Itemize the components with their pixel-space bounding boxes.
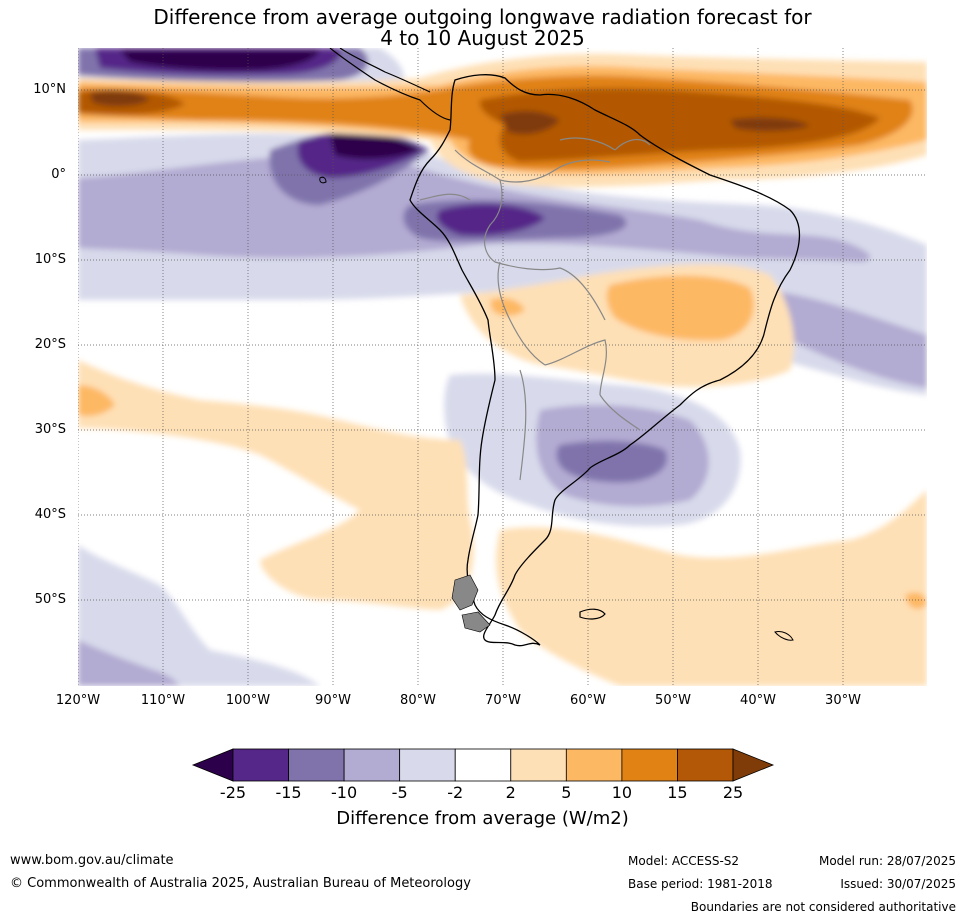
colorbar-tick-label: -15 [275, 783, 302, 802]
anomaly-region [556, 440, 667, 483]
colorbar-label: Difference from average (W/m2) [336, 808, 629, 829]
colorbar-segment [288, 748, 345, 782]
map-title-line2: 4 to 10 August 2025 [380, 26, 585, 50]
anomaly-region [905, 592, 927, 609]
lat-label-20s: 20°S [34, 337, 66, 352]
anomaly-region [479, 88, 880, 162]
footer-base-period: Base period: 1981-2018 [628, 877, 773, 891]
south-georgia [774, 631, 794, 641]
colorbar-segment [677, 748, 734, 782]
anomaly-region [78, 385, 115, 417]
footer-issued: Issued: 30/07/2025 [840, 877, 956, 891]
south-america-coastline [409, 74, 801, 647]
graticule [78, 48, 927, 686]
anomaly-field [78, 48, 927, 686]
anomaly-region [90, 90, 150, 107]
galapagos [319, 176, 327, 184]
map-title-line1: Difference from average outgoing longwav… [153, 5, 812, 29]
lon-label-80w: 80°W [400, 693, 436, 708]
colorbar-segment [621, 748, 678, 782]
colorbar-segment [565, 748, 623, 782]
footer-copyright: © Commonwealth of Australia 2025, Austra… [10, 876, 471, 891]
lat-label-10s: 10°S [34, 252, 66, 267]
colorbar-tick-label: 25 [722, 783, 744, 802]
anomaly-region [606, 275, 754, 341]
lat-label-10n: 10°N [33, 82, 66, 97]
colorbar-tick-label: -2 [447, 783, 464, 802]
anomaly-region [78, 545, 320, 686]
colorbar-segment [454, 748, 512, 782]
lat-label-40s: 40°S [34, 507, 66, 522]
footer-url[interactable]: www.bom.gov.au/climate [10, 853, 174, 868]
colorbar-segment [510, 748, 567, 782]
anomaly-region [730, 117, 810, 132]
lon-label-120w: 120°W [55, 693, 101, 708]
islands [451, 574, 491, 633]
colorbar-tick-label: 2 [505, 783, 516, 802]
lon-label-110w: 110°W [140, 693, 186, 708]
lat-label-50s: 50°S [34, 592, 66, 607]
lon-label-50w: 50°W [655, 693, 691, 708]
anomaly-region [500, 110, 560, 135]
anomaly-region [120, 50, 320, 71]
lon-label-90w: 90°W [315, 693, 351, 708]
colorbar-tick-label: -10 [331, 783, 358, 802]
falkland-islands [579, 608, 606, 620]
colorbar-tick-label: 5 [561, 783, 572, 802]
colorbar-segment [343, 748, 401, 782]
anomaly-region [490, 298, 525, 316]
lat-label-0: 0° [51, 167, 66, 182]
colorbar-segment [399, 748, 456, 782]
central-america-coastline [329, 48, 451, 121]
lon-label-40w: 40°W [740, 693, 776, 708]
anomaly-region [496, 490, 927, 686]
colorbar-tick-label: -25 [219, 783, 247, 802]
lat-label-30s: 30°S [34, 422, 66, 437]
colorbar-tick-label: 10 [611, 783, 633, 802]
footer-model-run: Model run: 28/07/2025 [818, 854, 956, 868]
anomaly-region [436, 203, 545, 236]
footer-disclaimer: Boundaries are not considered authoritat… [690, 900, 956, 914]
colorbar-arrow-high [732, 748, 775, 782]
lon-label-100w: 100°W [225, 693, 271, 708]
colorbar-tick-label: 15 [667, 783, 688, 802]
lon-label-70w: 70°W [485, 693, 521, 708]
colorbar [191, 748, 775, 782]
anomaly-region [78, 640, 180, 686]
anomaly-region [78, 360, 474, 610]
colorbar-arrow-low [191, 748, 234, 782]
colorbar-segment [232, 748, 289, 782]
anomaly-region [330, 132, 420, 160]
colorbar-tick-label: -5 [391, 783, 408, 802]
lon-label-30w: 30°W [825, 693, 861, 708]
anomaly-region [771, 292, 927, 388]
country-borders [419, 137, 651, 481]
footer-model: Model: ACCESS-S2 [628, 854, 740, 868]
lon-label-60w: 60°W [570, 693, 606, 708]
